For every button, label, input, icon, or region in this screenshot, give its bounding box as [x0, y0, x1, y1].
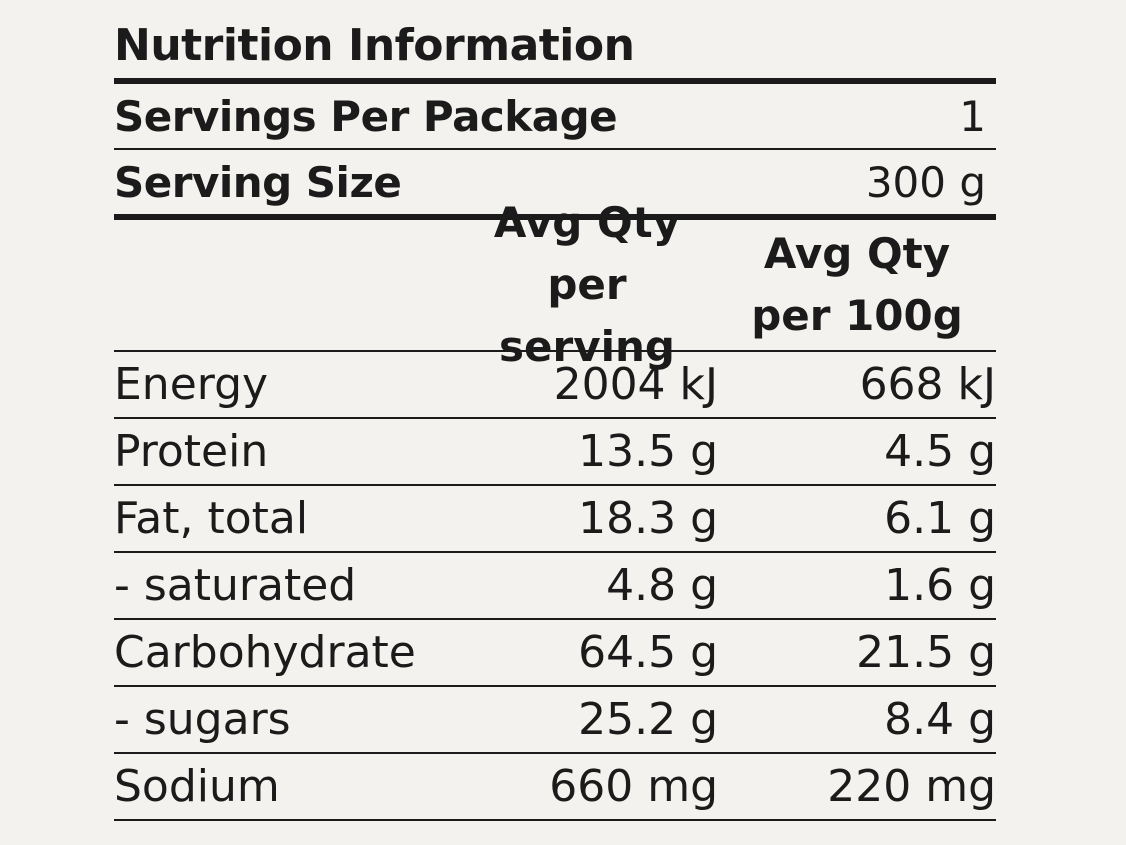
divider	[114, 350, 996, 352]
nutrient-name: Sodium	[114, 761, 280, 812]
nutrient-name: Energy	[114, 359, 269, 410]
per-100g-value: 21.5 g	[856, 627, 996, 678]
serving-size-value: 300 g	[865, 157, 986, 207]
table-row: Carbohydrate 64.5 g 21.5 g	[114, 620, 996, 685]
per-serving-header-line2: per serving	[499, 260, 675, 371]
per-serving-value: 4.8 g	[606, 560, 718, 611]
nutrient-name: Fat, total	[114, 493, 309, 544]
servings-per-package-row: Servings Per Package 1	[114, 84, 996, 148]
divider	[114, 685, 996, 687]
divider	[114, 618, 996, 620]
per-100g-header: Avg Qty per 100g	[718, 223, 996, 347]
table-row: Sodium 660 mg 220 mg	[114, 754, 996, 819]
per-100g-header-line1: Avg Qty	[763, 229, 951, 278]
per-100g-value: 8.4 g	[884, 694, 996, 745]
servings-value: 1	[959, 91, 986, 141]
per-100g-value: 6.1 g	[884, 493, 996, 544]
table-row: Energy 2004 kJ 668 kJ	[114, 352, 996, 417]
per-serving-value: 25.2 g	[578, 694, 718, 745]
nutrient-name: - saturated	[114, 560, 357, 611]
per-serving-value: 2004 kJ	[553, 359, 718, 410]
panel-title: Nutrition Information	[114, 20, 635, 71]
per-100g-value: 1.6 g	[884, 560, 996, 611]
serving-divider	[114, 214, 996, 220]
nutrient-name: - sugars	[114, 694, 291, 745]
per-serving-value: 660 mg	[549, 761, 718, 812]
divider	[114, 551, 996, 553]
divider	[114, 752, 996, 754]
per-100g-header-line2: per 100g	[751, 291, 963, 340]
per-serving-header-line1: Avg Qty	[493, 198, 681, 247]
per-serving-value: 18.3 g	[578, 493, 718, 544]
servings-label: Servings Per Package	[114, 91, 618, 141]
per-100g-value: 4.5 g	[884, 426, 996, 477]
per-100g-value: 668 kJ	[859, 359, 996, 410]
nutrient-name: Protein	[114, 426, 269, 477]
serving-size-label: Serving Size	[114, 157, 402, 207]
serving-size-row: Serving Size 300 g	[114, 150, 996, 214]
table-row: - sugars 25.2 g 8.4 g	[114, 687, 996, 752]
per-serving-header: Avg Qty per serving	[456, 192, 718, 378]
divider	[114, 417, 996, 419]
nutrition-panel: Nutrition Information Servings Per Packa…	[114, 18, 996, 821]
divider	[114, 819, 996, 821]
table-row: - saturated 4.8 g 1.6 g	[114, 553, 996, 618]
per-100g-value: 220 mg	[827, 761, 996, 812]
divider	[114, 484, 996, 486]
nutrient-name: Carbohydrate	[114, 627, 416, 678]
per-serving-value: 64.5 g	[578, 627, 718, 678]
title-divider	[114, 78, 996, 84]
divider	[114, 148, 996, 150]
per-serving-value: 13.5 g	[578, 426, 718, 477]
table-row: Protein 13.5 g 4.5 g	[114, 419, 996, 484]
table-row: Fat, total 18.3 g 6.1 g	[114, 486, 996, 551]
column-header-row: Avg Qty per serving Avg Qty per 100g	[114, 198, 996, 371]
